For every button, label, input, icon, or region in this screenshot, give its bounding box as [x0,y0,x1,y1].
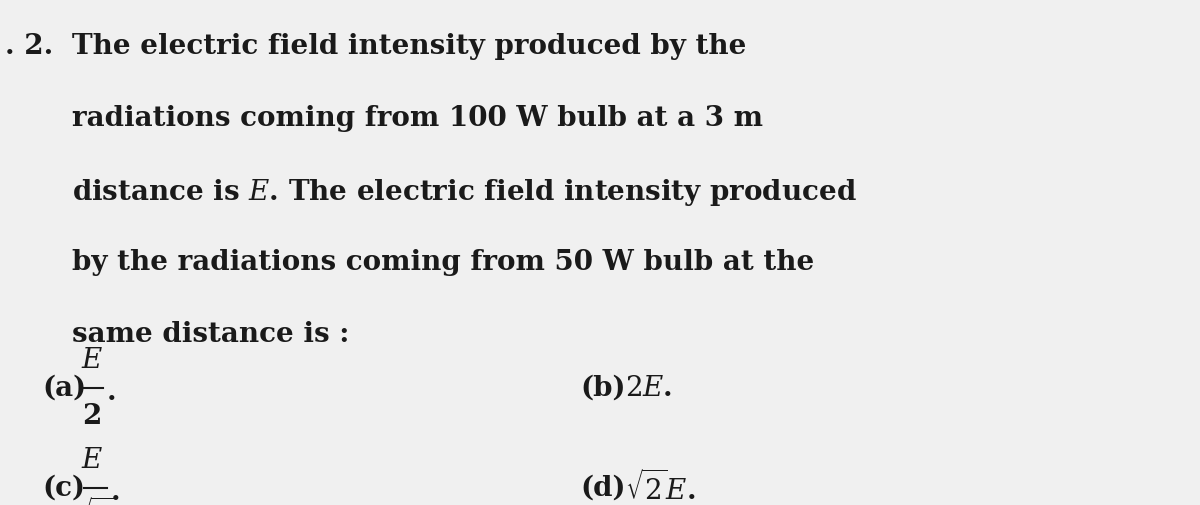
Text: same distance is :: same distance is : [72,321,349,348]
Text: $\sqrt{2}$: $\sqrt{2}$ [73,498,116,505]
Text: . 2.: . 2. [5,33,53,60]
Text: 2: 2 [83,402,102,429]
Text: (a): (a) [42,375,86,401]
Text: $\sqrt{2}E$.: $\sqrt{2}E$. [625,470,696,505]
Text: radiations coming from 100 W bulb at a 3 m: radiations coming from 100 W bulb at a 3… [72,105,763,132]
Text: $2E$.: $2E$. [625,375,672,401]
Text: The electric field intensity produced by the: The electric field intensity produced by… [72,33,746,60]
Text: $E$: $E$ [80,346,103,374]
Text: $E$: $E$ [80,446,103,474]
Text: (d): (d) [580,475,625,501]
Text: .: . [107,379,116,407]
Text: (b): (b) [580,375,625,401]
Text: by the radiations coming from 50 W bulb at the: by the radiations coming from 50 W bulb … [72,249,815,276]
Text: (c): (c) [42,475,85,501]
Text: .: . [110,480,121,505]
Text: distance is $E$. The electric field intensity produced: distance is $E$. The electric field inte… [72,177,857,208]
